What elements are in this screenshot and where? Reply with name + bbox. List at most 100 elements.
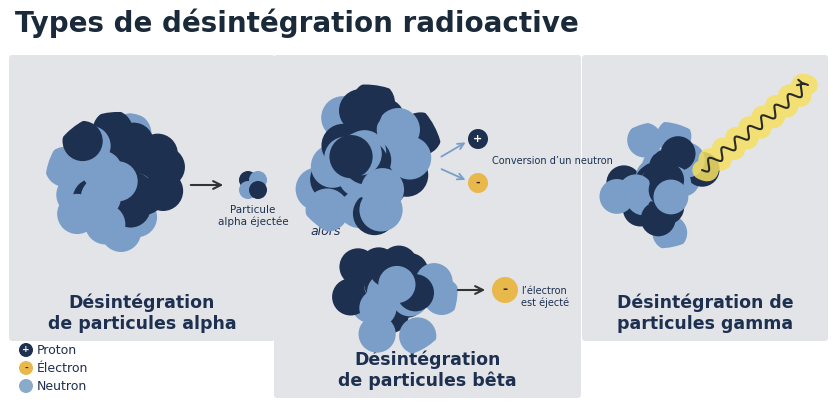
- Circle shape: [87, 181, 127, 221]
- Circle shape: [102, 168, 142, 208]
- Circle shape: [338, 154, 382, 197]
- Circle shape: [371, 270, 408, 307]
- Circle shape: [314, 167, 357, 210]
- Text: Conversion d’un neutron: Conversion d’un neutron: [492, 156, 613, 166]
- Circle shape: [378, 266, 416, 303]
- Circle shape: [306, 189, 349, 232]
- Circle shape: [359, 188, 402, 231]
- Circle shape: [649, 150, 684, 184]
- Text: Types de désintégration radioactive: Types de désintégration radioactive: [15, 8, 579, 37]
- Circle shape: [19, 343, 33, 357]
- Circle shape: [645, 172, 680, 207]
- Circle shape: [339, 248, 377, 285]
- Circle shape: [626, 181, 661, 215]
- Circle shape: [379, 144, 422, 187]
- Circle shape: [296, 168, 339, 211]
- Circle shape: [338, 132, 382, 175]
- Circle shape: [392, 253, 428, 290]
- Circle shape: [45, 147, 85, 187]
- Circle shape: [352, 81, 395, 125]
- Circle shape: [366, 266, 403, 303]
- Circle shape: [352, 171, 395, 214]
- Text: Électron: Électron: [37, 361, 88, 374]
- Circle shape: [399, 317, 436, 355]
- Circle shape: [239, 171, 257, 189]
- Circle shape: [338, 144, 381, 187]
- Circle shape: [353, 160, 397, 204]
- Circle shape: [374, 270, 412, 308]
- Circle shape: [670, 143, 705, 177]
- FancyBboxPatch shape: [582, 55, 828, 341]
- Circle shape: [618, 174, 653, 209]
- Circle shape: [343, 142, 387, 185]
- Circle shape: [62, 121, 102, 161]
- Circle shape: [355, 143, 397, 187]
- Circle shape: [373, 258, 411, 295]
- Circle shape: [81, 177, 121, 218]
- Circle shape: [369, 250, 407, 287]
- Circle shape: [311, 145, 354, 188]
- Circle shape: [353, 192, 397, 235]
- Circle shape: [359, 279, 397, 316]
- Circle shape: [656, 166, 691, 201]
- Circle shape: [348, 98, 392, 141]
- Circle shape: [310, 158, 353, 201]
- Circle shape: [239, 181, 257, 199]
- Circle shape: [124, 174, 165, 215]
- Circle shape: [637, 170, 672, 205]
- Circle shape: [649, 162, 684, 197]
- Circle shape: [322, 124, 365, 167]
- Text: Désintégration de
particules gamma: Désintégration de particules gamma: [616, 294, 793, 333]
- Circle shape: [117, 197, 157, 237]
- Circle shape: [97, 161, 137, 202]
- Circle shape: [113, 123, 154, 163]
- Circle shape: [353, 268, 391, 305]
- Circle shape: [388, 136, 431, 180]
- Circle shape: [101, 212, 141, 252]
- Circle shape: [82, 151, 122, 191]
- Circle shape: [638, 162, 673, 197]
- Circle shape: [642, 149, 676, 184]
- Circle shape: [335, 141, 378, 184]
- Circle shape: [635, 164, 670, 199]
- Circle shape: [332, 278, 369, 316]
- Circle shape: [145, 147, 185, 187]
- Circle shape: [360, 247, 397, 285]
- Circle shape: [385, 154, 428, 197]
- Circle shape: [640, 167, 675, 202]
- Circle shape: [654, 180, 688, 214]
- Circle shape: [352, 286, 388, 323]
- Circle shape: [112, 113, 152, 154]
- Circle shape: [647, 162, 682, 197]
- Circle shape: [661, 136, 696, 171]
- Circle shape: [363, 268, 400, 305]
- Circle shape: [107, 133, 147, 173]
- Circle shape: [342, 135, 385, 178]
- Circle shape: [143, 171, 183, 211]
- Circle shape: [113, 172, 153, 212]
- Text: +: +: [473, 134, 482, 144]
- Circle shape: [348, 135, 392, 178]
- Circle shape: [19, 361, 33, 375]
- Text: Neutron: Neutron: [37, 380, 87, 393]
- Circle shape: [623, 192, 658, 226]
- Circle shape: [364, 264, 402, 301]
- Circle shape: [117, 163, 158, 204]
- Circle shape: [641, 202, 676, 236]
- Circle shape: [345, 141, 388, 184]
- Circle shape: [392, 279, 428, 316]
- Circle shape: [492, 277, 518, 303]
- Circle shape: [627, 123, 662, 158]
- Circle shape: [127, 167, 167, 208]
- Circle shape: [416, 263, 452, 300]
- Circle shape: [646, 164, 681, 199]
- Circle shape: [364, 266, 402, 303]
- Circle shape: [344, 141, 387, 184]
- Circle shape: [377, 108, 420, 151]
- Circle shape: [322, 96, 364, 139]
- Circle shape: [685, 152, 720, 187]
- Circle shape: [652, 216, 687, 250]
- Circle shape: [101, 117, 141, 157]
- Circle shape: [646, 163, 680, 198]
- Circle shape: [359, 289, 397, 326]
